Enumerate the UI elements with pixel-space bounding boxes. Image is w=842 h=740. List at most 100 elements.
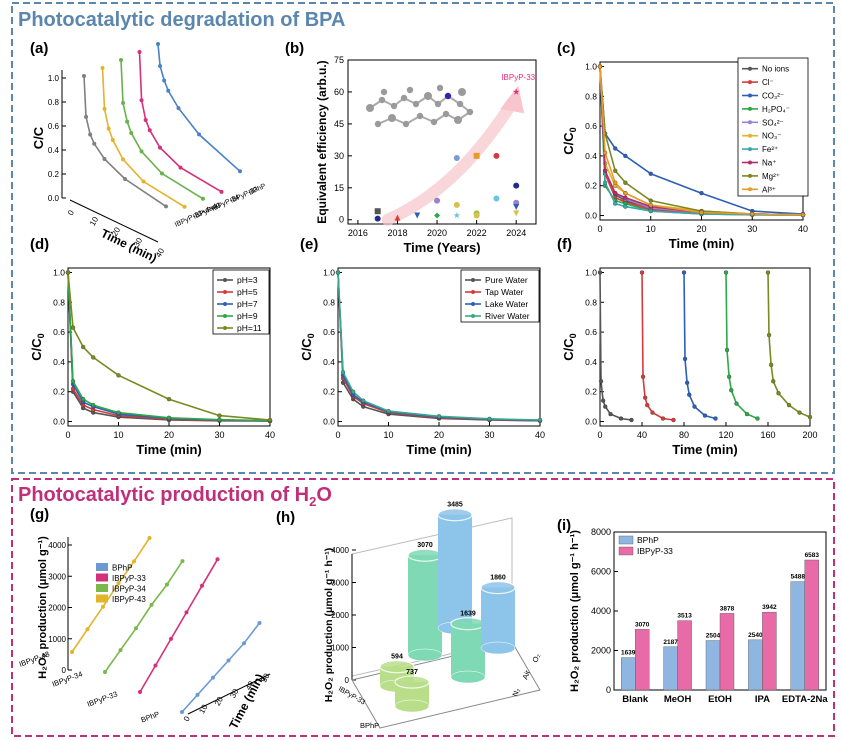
- data-point: [226, 658, 231, 663]
- x-tick-label: 2020: [427, 228, 447, 238]
- point-annotation: IBPyP-33: [501, 73, 535, 82]
- data-point: [211, 675, 215, 680]
- data-point: [70, 325, 76, 330]
- legend-marker: [471, 278, 475, 282]
- bar-value-label: 737: [406, 669, 418, 676]
- y-tick-label: 0.0: [585, 211, 597, 221]
- y-tick-label: 1.0: [323, 267, 335, 277]
- data-point: [84, 114, 89, 119]
- data-point: [639, 270, 645, 275]
- data-point: [156, 42, 160, 46]
- legend-entry: Pure Water: [485, 275, 528, 285]
- data-point: [493, 195, 500, 202]
- series-line: [599, 66, 804, 215]
- bar-value-label: 1860: [490, 575, 506, 582]
- data-point: [537, 417, 543, 423]
- data-point: [800, 212, 806, 217]
- bottom-section-frame: [11, 478, 835, 737]
- bar-value-label: 1639: [621, 650, 636, 657]
- y-tick-label: 1.0: [53, 267, 65, 277]
- data-point: [645, 402, 650, 408]
- data-point: [200, 583, 204, 588]
- bar: [451, 623, 485, 677]
- x-tick-label: 120: [718, 430, 733, 440]
- legend-entry: BPhP: [112, 564, 132, 573]
- data-point: [434, 212, 441, 219]
- data-point: [65, 270, 71, 275]
- data-point: [643, 395, 648, 400]
- data-point: [618, 416, 624, 421]
- data-point: [215, 557, 220, 562]
- data-point: [169, 636, 173, 641]
- x-tick-label: 10: [646, 224, 656, 234]
- molecule-atom: [424, 92, 432, 100]
- x-axis-label: Time (min): [672, 442, 738, 457]
- data-point: [158, 145, 162, 150]
- legend-box: [460, 269, 540, 323]
- x-tick-label: 30: [484, 430, 494, 440]
- data-point: [110, 137, 115, 142]
- data-point: [92, 141, 97, 146]
- bar-value-label: 594: [391, 654, 403, 661]
- y-tick-label: 8000: [591, 527, 611, 537]
- bar: [621, 657, 636, 691]
- legend-entry: Al³⁺: [762, 185, 776, 194]
- x-tick-label: 30: [214, 430, 224, 440]
- bar: [790, 581, 805, 691]
- axis-category-label: O₂: [530, 652, 541, 663]
- molecule-atom: [442, 110, 450, 118]
- data-point: [335, 270, 341, 275]
- x-tick-label: 20: [434, 430, 444, 440]
- legend-marker: [748, 133, 752, 138]
- molecule-atom: [388, 114, 396, 122]
- series-line: [767, 272, 811, 418]
- data-point: [195, 692, 200, 697]
- y-tick-label: 0.8: [585, 297, 597, 307]
- series-depth-label: BPhP: [140, 709, 161, 724]
- data-point: [125, 119, 130, 124]
- data-point: [118, 648, 123, 653]
- y-tick-label: 2000: [591, 646, 611, 656]
- series-line: [71, 537, 151, 653]
- data-point: [602, 168, 608, 173]
- x-tick-label: EtOH: [708, 694, 732, 705]
- data-point: [257, 621, 262, 625]
- legend-marker: [748, 120, 752, 125]
- molecule-atom: [458, 88, 466, 96]
- x-tick-label: 0: [597, 224, 602, 234]
- series-line: [67, 272, 271, 421]
- legend-swatch: [618, 546, 634, 556]
- data-point: [623, 195, 628, 200]
- data-point: [102, 157, 107, 161]
- legend-marker: [748, 173, 752, 178]
- y-axis-label: C/C0: [29, 333, 46, 360]
- molecule-atom: [374, 120, 382, 128]
- y-tick-label: 0.6: [48, 122, 60, 131]
- legend-swatch: [618, 535, 634, 545]
- bar-base: [480, 641, 516, 655]
- y-axis-label: C/C0: [299, 333, 316, 360]
- data-point: [147, 128, 152, 133]
- panel-i: 0 2000 4000 6000 8000 Blank 1639 3070 MeOH 2187 35…: [557, 517, 828, 705]
- data-point: [414, 212, 421, 219]
- panel-f: 0 40 80 120 160 200 0.0 0.2 0.4 0.6 0.8 1.0 Time (mi…: [557, 236, 818, 457]
- x-tick-label: EDTA-2Na: [782, 694, 828, 705]
- data-point: [487, 416, 492, 421]
- bar-value-label: 6583: [805, 552, 820, 559]
- y-tick-label: 60: [334, 87, 344, 97]
- series-line: [599, 66, 804, 216]
- legend-entry: IBPyP-34: [112, 585, 146, 594]
- data-point: [512, 88, 520, 95]
- y-tick-label: 0.0: [585, 417, 597, 427]
- data-point: [613, 191, 618, 196]
- x-tick-label: 30: [747, 224, 757, 234]
- x-tick-label: 2018: [387, 228, 407, 238]
- y-tick-label: 0.4: [48, 146, 60, 155]
- y-tick-label: 0.6: [53, 327, 65, 337]
- legend-entry: CO₃²⁻: [762, 92, 784, 101]
- y-tick-label: 0.6: [323, 327, 335, 337]
- data-point: [771, 379, 776, 384]
- panel-label: (f): [557, 236, 572, 253]
- y-tick-label: 0.4: [323, 357, 335, 367]
- y-tick-label: 6000: [591, 567, 611, 577]
